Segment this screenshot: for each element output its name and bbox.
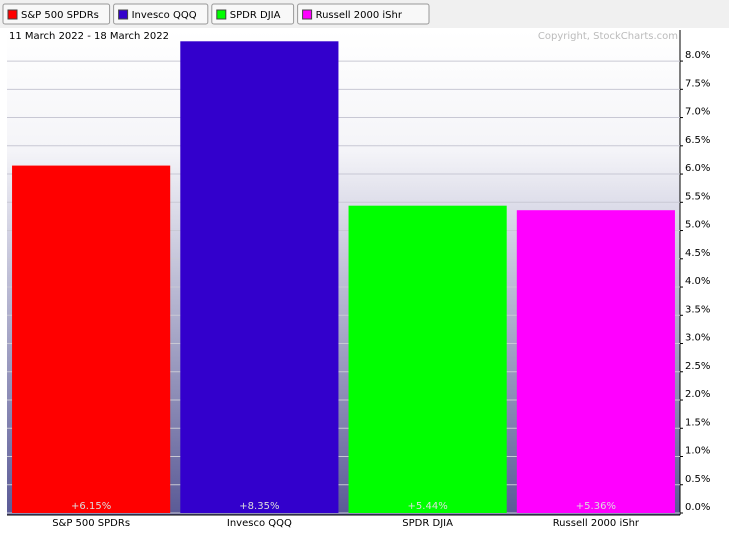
value-label: +6.15% [71, 501, 111, 512]
y-tick-label: 1.0% [685, 446, 710, 457]
y-tick-label: 5.0% [685, 220, 710, 231]
x-tick-label: Invesco QQQ [227, 518, 292, 529]
bar [12, 165, 171, 513]
bar [516, 210, 675, 513]
value-label: +5.36% [576, 501, 616, 512]
bar [180, 41, 339, 513]
y-tick-label: 6.5% [685, 135, 710, 146]
x-tick-label: S&P 500 SPDRs [52, 518, 130, 529]
y-tick-label: 8.0% [685, 50, 710, 61]
value-label: +8.35% [239, 501, 279, 512]
value-label: +5.44% [408, 501, 448, 512]
y-tick-label: 5.5% [685, 191, 710, 202]
y-tick-label: 6.0% [685, 163, 710, 174]
legend-button[interactable] [113, 3, 209, 25]
y-tick-label: 0.5% [685, 474, 710, 485]
copyright: Copyright, StockCharts.com [538, 31, 678, 42]
y-tick-label: 3.5% [685, 304, 710, 315]
subtitle: 11 March 2022 - 18 March 2022 [9, 31, 169, 42]
y-tick-label: 2.5% [685, 361, 710, 372]
y-tick-label: 7.0% [685, 107, 710, 118]
y-tick-label: 1.5% [685, 417, 710, 428]
legend-label[interactable]: S&P 500 SPDRs [21, 10, 99, 21]
y-tick-label: 3.0% [685, 333, 710, 344]
y-tick-label: 7.5% [685, 78, 710, 89]
legend-label[interactable]: SPDR DJIA [230, 10, 281, 21]
legend-swatch [216, 9, 227, 20]
bar [348, 205, 507, 513]
legend-swatch [118, 9, 129, 20]
legend-swatch [302, 9, 313, 20]
y-tick-label: 4.0% [685, 276, 710, 287]
y-tick-label: 0.0% [685, 502, 710, 513]
legend-button[interactable] [211, 3, 295, 25]
legend-button[interactable] [297, 3, 430, 25]
x-tick-label: SPDR DJIA [402, 518, 453, 529]
x-tick-label: Russell 2000 iShr [553, 518, 640, 529]
y-tick-label: 2.0% [685, 389, 710, 400]
legend-button[interactable] [2, 3, 111, 25]
y-tick-label: 4.5% [685, 248, 710, 259]
legend-label[interactable]: Russell 2000 iShr [316, 10, 403, 21]
legend-swatch [7, 9, 18, 20]
legend-label[interactable]: Invesco QQQ [132, 10, 197, 21]
